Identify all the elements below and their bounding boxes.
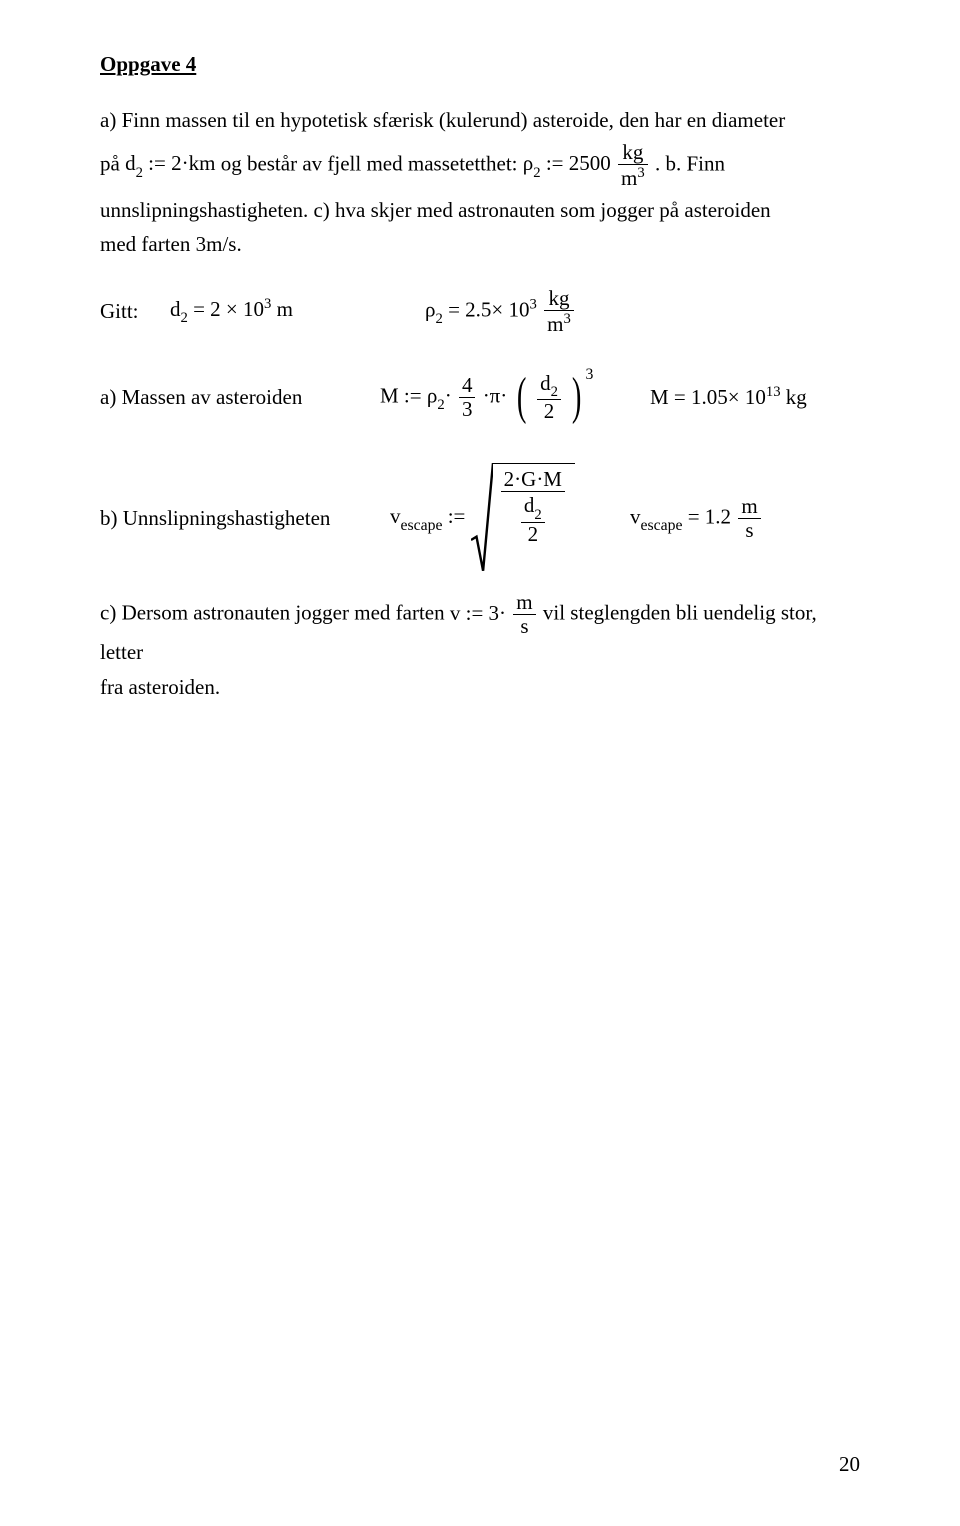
num-2GM: 2·G·M xyxy=(501,468,565,491)
sub-2: 2 xyxy=(551,384,558,400)
unit-den: m3 xyxy=(544,310,574,336)
text: . b. Finn xyxy=(655,151,725,175)
vescape-result: vescape = 1.2 m s xyxy=(630,495,763,542)
sqrt: 2·G·M d2 2 xyxy=(471,463,575,573)
paren-left: ( xyxy=(516,379,526,415)
sqrt-sign-icon xyxy=(471,463,493,573)
assign: := 2·km xyxy=(148,151,215,175)
inner-frac: d2 2 xyxy=(521,494,545,545)
given-d2: d2 = 2 × 103 m xyxy=(170,295,425,328)
var-d: d xyxy=(125,151,136,175)
sub-escape: escape xyxy=(401,517,443,534)
part-b-row: b) Unnslipningshastigheten vescape := 2·… xyxy=(100,463,860,573)
den-2: 2 xyxy=(537,399,561,423)
rho2-val: = 2.5× 10 xyxy=(443,297,530,321)
unit-m: m xyxy=(271,297,293,321)
task-heading: Oppgave 4 xyxy=(100,50,860,78)
exp-13: 13 xyxy=(766,384,781,400)
given-rho2: ρ2 = 2.5× 103 kg m3 xyxy=(425,287,576,336)
sqrt-body: 2·G·M d2 2 xyxy=(493,463,575,573)
m: m xyxy=(621,166,637,190)
unit-s: s xyxy=(513,614,535,638)
rho-val: := 2500 xyxy=(541,151,611,175)
unit-s: s xyxy=(738,518,760,542)
num-4: 4 xyxy=(459,374,476,397)
given-label: Gitt: xyxy=(100,297,170,325)
intro-line1: a) Finn massen til en hypotetisk sfærisk… xyxy=(100,106,860,134)
part-a-label: a) Massen av asteroiden xyxy=(100,383,380,411)
rho2-def: ρ2 := 2500 kg m3 xyxy=(523,151,655,175)
sub-2: 2 xyxy=(435,311,442,327)
frac-d2-2: d2 2 xyxy=(537,372,561,423)
paren-right: ) xyxy=(572,379,582,415)
sub-escape: escape xyxy=(641,517,683,534)
v-assign: v := 3· xyxy=(450,601,506,625)
unit-den: m3 xyxy=(618,164,648,190)
intro-line4: med farten 3m/s. xyxy=(100,230,860,258)
sub-2: 2 xyxy=(437,397,444,413)
den-d2-2: d2 2 xyxy=(501,491,565,547)
sub-2: 2 xyxy=(534,507,541,523)
sub-2: 2 xyxy=(533,165,540,181)
d: d xyxy=(524,493,535,517)
vescape-formula: vescape := 2·G·M d2 2 xyxy=(390,463,630,573)
sub-2: 2 xyxy=(181,310,188,326)
mass-formula: M := ρ2· 4 3 ·π· ( d2 2 )3 xyxy=(380,372,650,423)
unit-kg: kg xyxy=(781,385,807,409)
intro-line2: på d2 := 2·km og består av fjell med mas… xyxy=(100,141,860,190)
d: d xyxy=(540,371,551,395)
dot: · xyxy=(445,383,452,407)
num-d2: d2 xyxy=(537,372,561,399)
exp-3: 3 xyxy=(563,311,570,327)
unit-frac: m s xyxy=(738,495,760,542)
d2-val: = 2 × 10 xyxy=(188,297,264,321)
frac-4-3: 4 3 xyxy=(459,374,476,421)
given-row: Gitt: d2 = 2 × 103 m ρ2 = 2.5× 103 kg m3 xyxy=(100,287,860,336)
den-3: 3 xyxy=(459,397,476,421)
M-eq: M = 1.05× 10 xyxy=(650,385,766,409)
dot-pi: ·π· xyxy=(483,383,508,407)
unit-frac: m s xyxy=(513,591,535,638)
text: og består av fjell med massetetthet: xyxy=(221,151,523,175)
unit-m: m xyxy=(738,495,760,518)
unit-m: m xyxy=(513,591,535,614)
page-number: 20 xyxy=(839,1450,860,1478)
v-def: v := 3· m s xyxy=(450,601,543,625)
part-b-label: b) Unnslipningshastigheten xyxy=(100,504,390,532)
unit-num: kg xyxy=(544,287,574,310)
rho-unit-frac: kg m3 xyxy=(618,141,648,190)
num-d2: d2 xyxy=(521,494,545,521)
text: c) Dersom astronauten jogger med farten xyxy=(100,601,450,625)
intro-line3: unnslipningshastigheten. c) hva skjer me… xyxy=(100,196,860,224)
rho-unit-frac: kg m3 xyxy=(544,287,574,336)
exp-3: 3 xyxy=(586,366,594,383)
d2-def: d2 := 2·km xyxy=(125,151,221,175)
mass-result: M = 1.05× 1013 kg xyxy=(650,383,807,411)
outer-frac: 2·G·M d2 2 xyxy=(501,468,565,548)
M-assign: M := ρ xyxy=(380,383,437,407)
unit-num: kg xyxy=(618,141,648,164)
sub-2: 2 xyxy=(136,165,143,181)
assign: := xyxy=(442,504,470,528)
den-2: 2 xyxy=(521,522,545,546)
var-rho: ρ xyxy=(523,151,533,175)
var-d: d xyxy=(170,297,181,321)
var-rho: ρ xyxy=(425,297,435,321)
text: på xyxy=(100,151,125,175)
val: = 1.2 xyxy=(682,504,731,528)
exp-3: 3 xyxy=(530,296,537,312)
v: v xyxy=(390,504,401,528)
part-a-row: a) Massen av asteroiden M := ρ2· 4 3 ·π·… xyxy=(100,372,860,423)
v: v xyxy=(630,504,641,528)
part-c-line1: c) Dersom astronauten jogger med farten … xyxy=(100,591,860,667)
m: m xyxy=(547,312,563,336)
part-c-line2: fra asteroiden. xyxy=(100,673,860,701)
exp-3: 3 xyxy=(637,165,644,181)
